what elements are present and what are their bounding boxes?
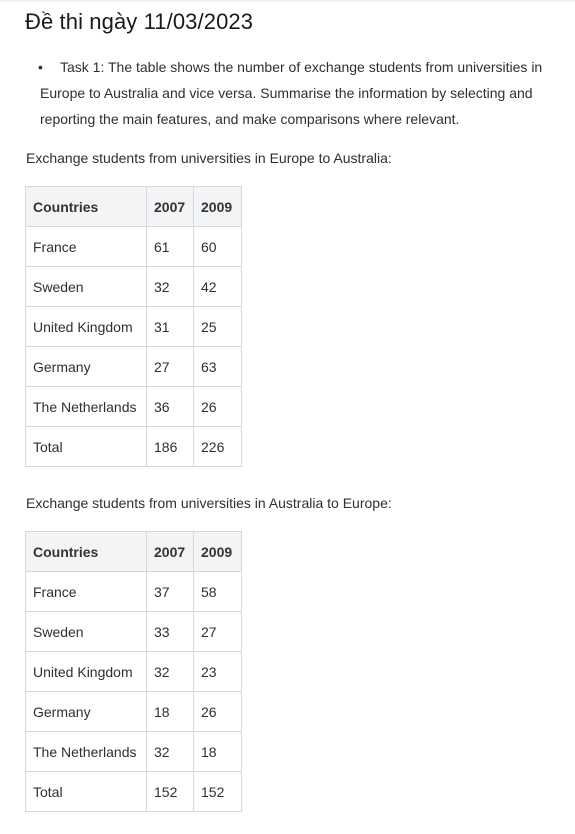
country-cell: United Kingdom — [25, 306, 147, 347]
table-row-total: Total 152 152 — [25, 771, 242, 812]
table-europe-to-australia: Countries 2007 2009 France 61 60 Sweden … — [25, 186, 242, 467]
value-2009-cell: 58 — [193, 571, 242, 612]
value-2007-cell: 32 — [146, 266, 194, 307]
value-2007-cell: 186 — [146, 426, 194, 467]
value-2007-cell: 32 — [146, 731, 194, 772]
country-cell: The Netherlands — [25, 386, 147, 427]
column-header-2009: 2009 — [193, 531, 242, 572]
table-row-total: Total 186 226 — [25, 426, 242, 467]
table-row: The Netherlands 36 26 — [25, 386, 242, 427]
value-2009-cell: 60 — [193, 226, 242, 267]
value-2009-cell: 152 — [193, 771, 242, 812]
column-header-countries: Countries — [25, 186, 147, 227]
table-row: United Kingdom 32 23 — [25, 651, 242, 692]
value-2007-cell: 36 — [146, 386, 194, 427]
table-row: Germany 18 26 — [25, 691, 242, 732]
table-header-row: Countries 2007 2009 — [25, 186, 242, 227]
value-2007-cell: 33 — [146, 611, 194, 652]
table-row: Germany 27 63 — [25, 346, 242, 387]
value-2009-cell: 23 — [193, 651, 242, 692]
table-australia-to-europe: Countries 2007 2009 France 37 58 Sweden … — [25, 531, 242, 812]
value-2007-cell: 61 — [146, 226, 194, 267]
table-row: Sweden 33 27 — [25, 611, 242, 652]
value-2009-cell: 42 — [193, 266, 242, 307]
value-2007-cell: 31 — [146, 306, 194, 347]
country-cell: Total — [25, 771, 147, 812]
value-2009-cell: 27 — [193, 611, 242, 652]
value-2009-cell: 25 — [193, 306, 242, 347]
top-divider — [0, 0, 575, 2]
value-2007-cell: 27 — [146, 346, 194, 387]
column-header-2007: 2007 — [146, 531, 194, 572]
country-cell: Sweden — [25, 611, 147, 652]
country-cell: France — [25, 226, 147, 267]
task-list-item: • Task 1: The table shows the number of … — [38, 54, 545, 132]
table2-caption: Exchange students from universities in A… — [26, 495, 392, 511]
value-2007-cell: 152 — [146, 771, 194, 812]
task-text: Task 1: The table shows the number of ex… — [40, 59, 543, 127]
country-cell: France — [25, 571, 147, 612]
page-title: Đề thi ngày 11/03/2023 — [25, 9, 254, 34]
country-cell: Sweden — [25, 266, 147, 307]
value-2007-cell: 37 — [146, 571, 194, 612]
table1-caption: Exchange students from universities in E… — [26, 150, 392, 166]
bullet-icon: • — [38, 59, 43, 75]
country-cell: The Netherlands — [25, 731, 147, 772]
value-2007-cell: 18 — [146, 691, 194, 732]
table-header-row: Countries 2007 2009 — [25, 531, 242, 572]
value-2009-cell: 18 — [193, 731, 242, 772]
value-2009-cell: 26 — [193, 386, 242, 427]
table-row: The Netherlands 32 18 — [25, 731, 242, 772]
value-2009-cell: 63 — [193, 346, 242, 387]
column-header-countries: Countries — [25, 531, 147, 572]
column-header-2009: 2009 — [193, 186, 242, 227]
country-cell: Total — [25, 426, 147, 467]
table-row: Sweden 32 42 — [25, 266, 242, 307]
table-row: France 61 60 — [25, 226, 242, 267]
value-2009-cell: 26 — [193, 691, 242, 732]
table-row: United Kingdom 31 25 — [25, 306, 242, 347]
table-row: France 37 58 — [25, 571, 242, 612]
country-cell: United Kingdom — [25, 651, 147, 692]
value-2007-cell: 32 — [146, 651, 194, 692]
country-cell: Germany — [25, 346, 147, 387]
column-header-2007: 2007 — [146, 186, 194, 227]
value-2009-cell: 226 — [193, 426, 242, 467]
country-cell: Germany — [25, 691, 147, 732]
